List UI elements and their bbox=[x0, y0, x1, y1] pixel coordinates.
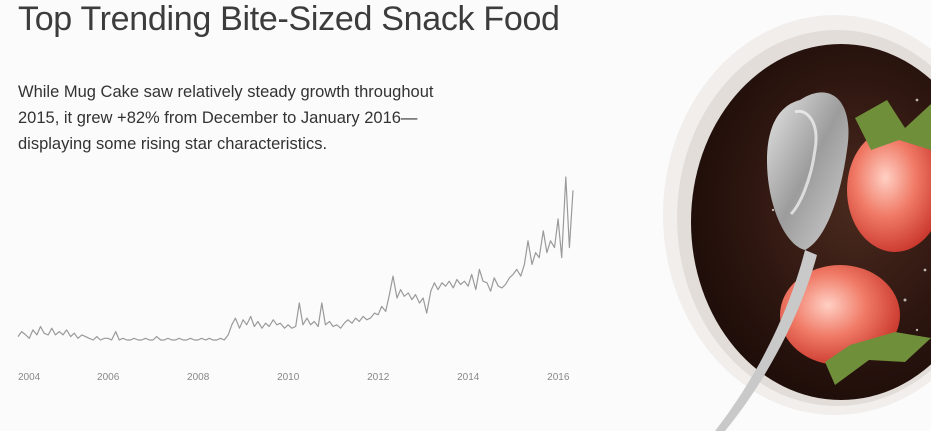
series-line bbox=[17, 176, 574, 341]
spoon-icon bbox=[715, 92, 849, 431]
x-tick-label: 2010 bbox=[277, 372, 300, 383]
mug-cake-photo bbox=[663, 15, 931, 431]
page-title: Top Trending Bite-Sized Snack Food bbox=[18, 0, 560, 38]
x-tick-label: 2012 bbox=[367, 372, 390, 383]
x-tick-label: 2008 bbox=[187, 372, 210, 383]
strawberry-icon bbox=[780, 265, 931, 385]
x-tick-label: 2004 bbox=[18, 372, 41, 383]
x-tick-label: 2014 bbox=[457, 372, 480, 383]
trend-line-chart: 2004 2006 2008 2010 2012 2014 2016 bbox=[17, 176, 574, 383]
x-tick-label: 2016 bbox=[547, 372, 570, 383]
description-text: While Mug Cake saw relatively steady gro… bbox=[18, 83, 434, 153]
strawberry-icon bbox=[847, 100, 931, 252]
x-tick-label: 2006 bbox=[97, 372, 120, 383]
